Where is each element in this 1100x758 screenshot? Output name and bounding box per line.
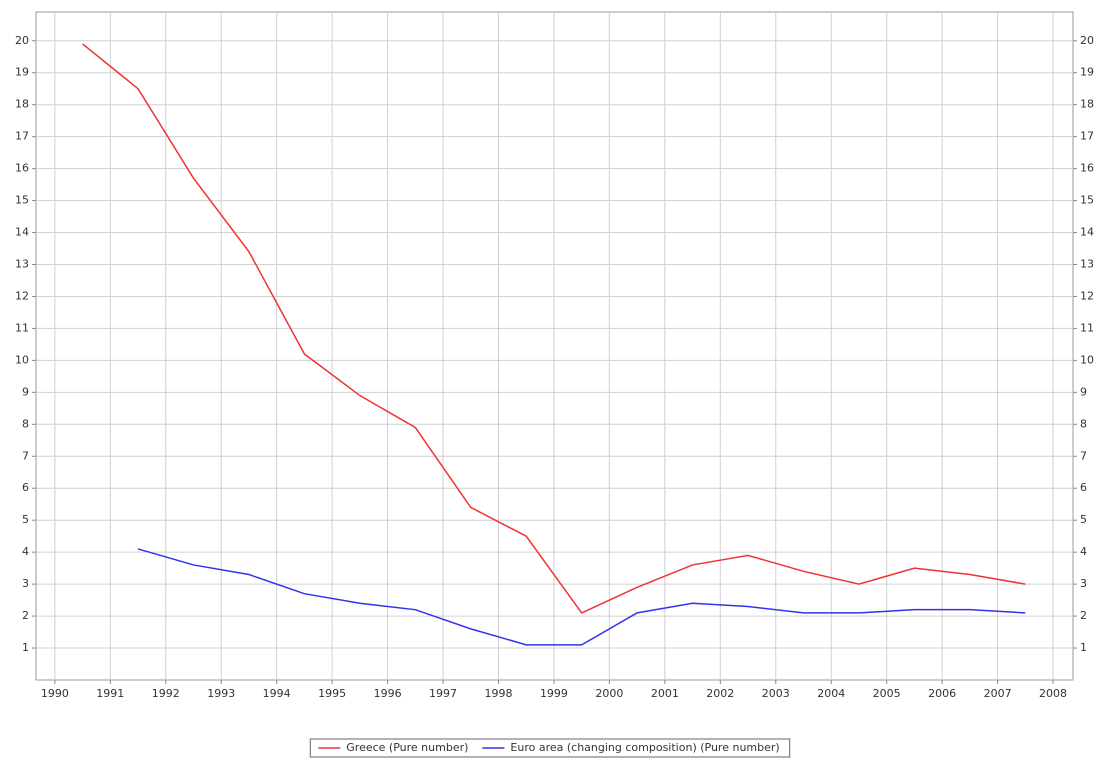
- y2-tick-label: 8: [1080, 417, 1087, 430]
- plot-area: [35, 11, 1074, 681]
- y2-tick-label: 19: [1080, 66, 1094, 79]
- x-tick-label: 1994: [263, 687, 291, 700]
- y-tick-label: 10: [15, 353, 29, 366]
- y2-tick-label: 20: [1080, 34, 1094, 47]
- x-tick-label: 2004: [817, 687, 845, 700]
- x-tick-label: 1992: [152, 687, 180, 700]
- x-tick-label: 1990: [41, 687, 69, 700]
- y-tick-label: 15: [15, 194, 29, 207]
- y-tick-label: 12: [15, 289, 29, 302]
- y2-tick-label: 15: [1080, 194, 1094, 207]
- series-line: [137, 548, 1026, 646]
- y-tick-label: 20: [15, 34, 29, 47]
- y-tick-label: 6: [22, 481, 29, 494]
- y-tick-label: 2: [22, 609, 29, 622]
- x-tick-label: 2003: [762, 687, 790, 700]
- x-tick-label: 2001: [651, 687, 679, 700]
- legend-label: Greece (Pure number): [346, 741, 468, 754]
- y2-tick-label: 12: [1080, 289, 1094, 302]
- x-tick-label: 2005: [873, 687, 901, 700]
- y2-tick-label: 1: [1080, 641, 1087, 654]
- y-tick-label: 11: [15, 321, 29, 334]
- y2-tick-label: 2: [1080, 609, 1087, 622]
- x-tick-label: 2002: [706, 687, 734, 700]
- y-tick-label: 9: [22, 385, 29, 398]
- legend-label: Euro area (changing composition) (Pure n…: [510, 741, 779, 754]
- x-tick-label: 1993: [207, 687, 235, 700]
- x-tick-label: 2007: [984, 687, 1012, 700]
- y-tick-label: 19: [15, 66, 29, 79]
- y2-tick-label: 14: [1080, 226, 1094, 239]
- y-tick-label: 5: [22, 513, 29, 526]
- y-tick-label: 8: [22, 417, 29, 430]
- y-tick-label: 18: [15, 98, 29, 111]
- y-tick-label: 4: [22, 545, 29, 558]
- y2-tick-label: 18: [1080, 98, 1094, 111]
- y-tick-label: 7: [22, 449, 29, 462]
- y2-tick-label: 17: [1080, 130, 1094, 143]
- x-tick-label: 1998: [484, 687, 512, 700]
- y2-tick-label: 7: [1080, 449, 1087, 462]
- x-tick-label: 1999: [540, 687, 568, 700]
- y2-tick-label: 6: [1080, 481, 1087, 494]
- y-tick-label: 13: [15, 257, 29, 270]
- x-tick-label: 2008: [1039, 687, 1067, 700]
- y2-tick-label: 4: [1080, 545, 1087, 558]
- y2-tick-label: 9: [1080, 385, 1087, 398]
- series-line: [82, 43, 1026, 614]
- y2-tick-label: 13: [1080, 257, 1094, 270]
- legend: [309, 738, 791, 758]
- y2-tick-label: 10: [1080, 353, 1094, 366]
- y-tick-label: 14: [15, 226, 29, 239]
- y-tick-label: 1: [22, 641, 29, 654]
- x-tick-label: 2006: [928, 687, 956, 700]
- y2-tick-label: 5: [1080, 513, 1087, 526]
- y-tick-label: 17: [15, 130, 29, 143]
- y2-tick-label: 16: [1080, 162, 1094, 175]
- x-tick-label: 1991: [96, 687, 124, 700]
- y2-tick-label: 3: [1080, 577, 1087, 590]
- y2-tick-label: 11: [1080, 321, 1094, 334]
- x-tick-label: 2000: [595, 687, 623, 700]
- y-tick-label: 16: [15, 162, 29, 175]
- x-tick-label: 1997: [429, 687, 457, 700]
- x-tick-label: 1996: [374, 687, 402, 700]
- y-tick-label: 3: [22, 577, 29, 590]
- x-tick-label: 1995: [318, 687, 346, 700]
